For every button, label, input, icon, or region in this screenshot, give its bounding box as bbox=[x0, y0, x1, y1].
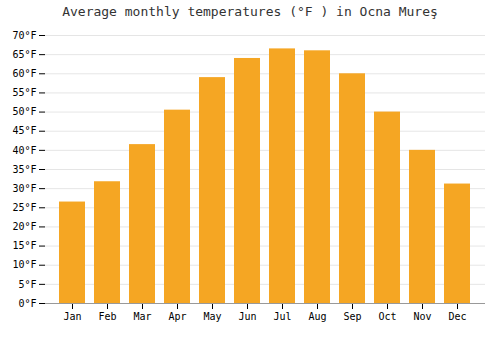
svg-text:Aug: Aug bbox=[308, 311, 326, 322]
html-text:Average monthly temperatures (: Average monthly temperatures (°F ) in Oc… bbox=[62, 4, 438, 19]
svg-text:Sep: Sep bbox=[343, 311, 361, 322]
svg-text:Jun: Jun bbox=[238, 311, 256, 322]
svg-text:20°F: 20°F bbox=[12, 221, 36, 232]
svg-text:50°F: 50°F bbox=[12, 106, 36, 117]
svg-text:15°F: 15°F bbox=[12, 240, 36, 251]
svg-text:35°F: 35°F bbox=[12, 164, 36, 175]
svg-text:45°F: 45°F bbox=[12, 125, 36, 136]
svg-text:Nov: Nov bbox=[413, 311, 431, 322]
svg-text:40°F: 40°F bbox=[12, 145, 36, 156]
svg-text:May: May bbox=[203, 311, 221, 322]
svg-text:Mar: Mar bbox=[133, 311, 151, 322]
svg-text:25°F: 25°F bbox=[12, 202, 36, 213]
svg-text:0°F: 0°F bbox=[18, 298, 36, 309]
svg-text:Feb: Feb bbox=[98, 311, 116, 322]
svg-text:55°F: 55°F bbox=[12, 87, 36, 98]
svg-text:5°F: 5°F bbox=[18, 279, 36, 290]
svg-text:Oct: Oct bbox=[378, 311, 396, 322]
svg-text:Jul: Jul bbox=[273, 311, 291, 322]
svg-text:Apr: Apr bbox=[168, 311, 186, 322]
svg-text:70°F: 70°F bbox=[12, 30, 36, 41]
svg-text:Jan: Jan bbox=[63, 311, 81, 322]
svg-text:Dec: Dec bbox=[448, 311, 466, 322]
svg-text:10°F: 10°F bbox=[12, 259, 36, 270]
svg-text:30°F: 30°F bbox=[12, 183, 36, 194]
svg-text:65°F: 65°F bbox=[12, 49, 36, 60]
svg-text:60°F: 60°F bbox=[12, 68, 36, 79]
